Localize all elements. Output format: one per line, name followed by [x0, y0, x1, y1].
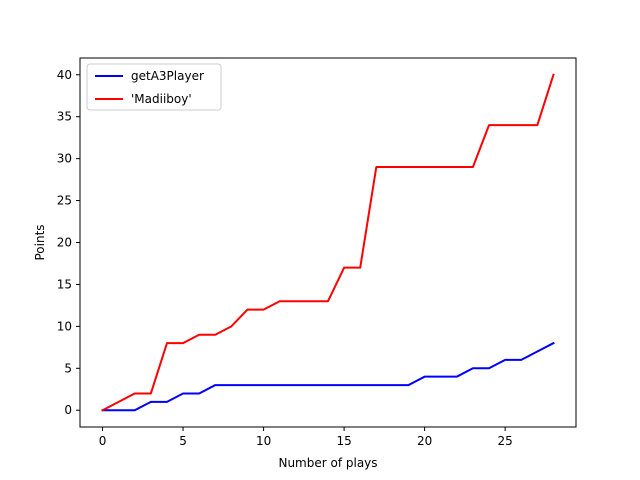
x-tick-label: 15 — [336, 434, 351, 448]
y-tick-label: 0 — [64, 403, 72, 417]
y-tick-label: 15 — [57, 277, 72, 291]
legend: getA3Player 'Madiiboy' — [86, 63, 222, 111]
legend-label-1: 'Madiiboy' — [131, 92, 192, 106]
series-layer — [101, 73, 555, 412]
x-tick-label: 5 — [179, 434, 187, 448]
y-tick-label: 40 — [57, 68, 72, 82]
y-tick-label: 30 — [57, 152, 72, 166]
y-tick-label: 5 — [64, 361, 72, 375]
x-axis-label: Number of plays — [278, 456, 377, 470]
x-tick-label: 0 — [99, 434, 107, 448]
y-axis-label: Points — [33, 224, 47, 260]
series-line-1 — [101, 73, 555, 412]
x-axis: 0 5 10 15 20 25 — [99, 427, 513, 448]
y-axis: 0 5 10 15 20 25 30 35 40 — [57, 68, 80, 417]
y-tick-label: 20 — [57, 236, 72, 250]
y-tick-label: 35 — [57, 110, 72, 124]
x-tick-label: 25 — [498, 434, 513, 448]
legend-label-0: getA3Player — [131, 69, 204, 83]
plot-frame — [79, 57, 577, 428]
y-tick-label: 25 — [57, 194, 72, 208]
x-tick-label: 20 — [417, 434, 432, 448]
y-tick-label: 10 — [57, 319, 72, 333]
x-tick-label: 10 — [256, 434, 271, 448]
series-line-0 — [101, 341, 555, 412]
